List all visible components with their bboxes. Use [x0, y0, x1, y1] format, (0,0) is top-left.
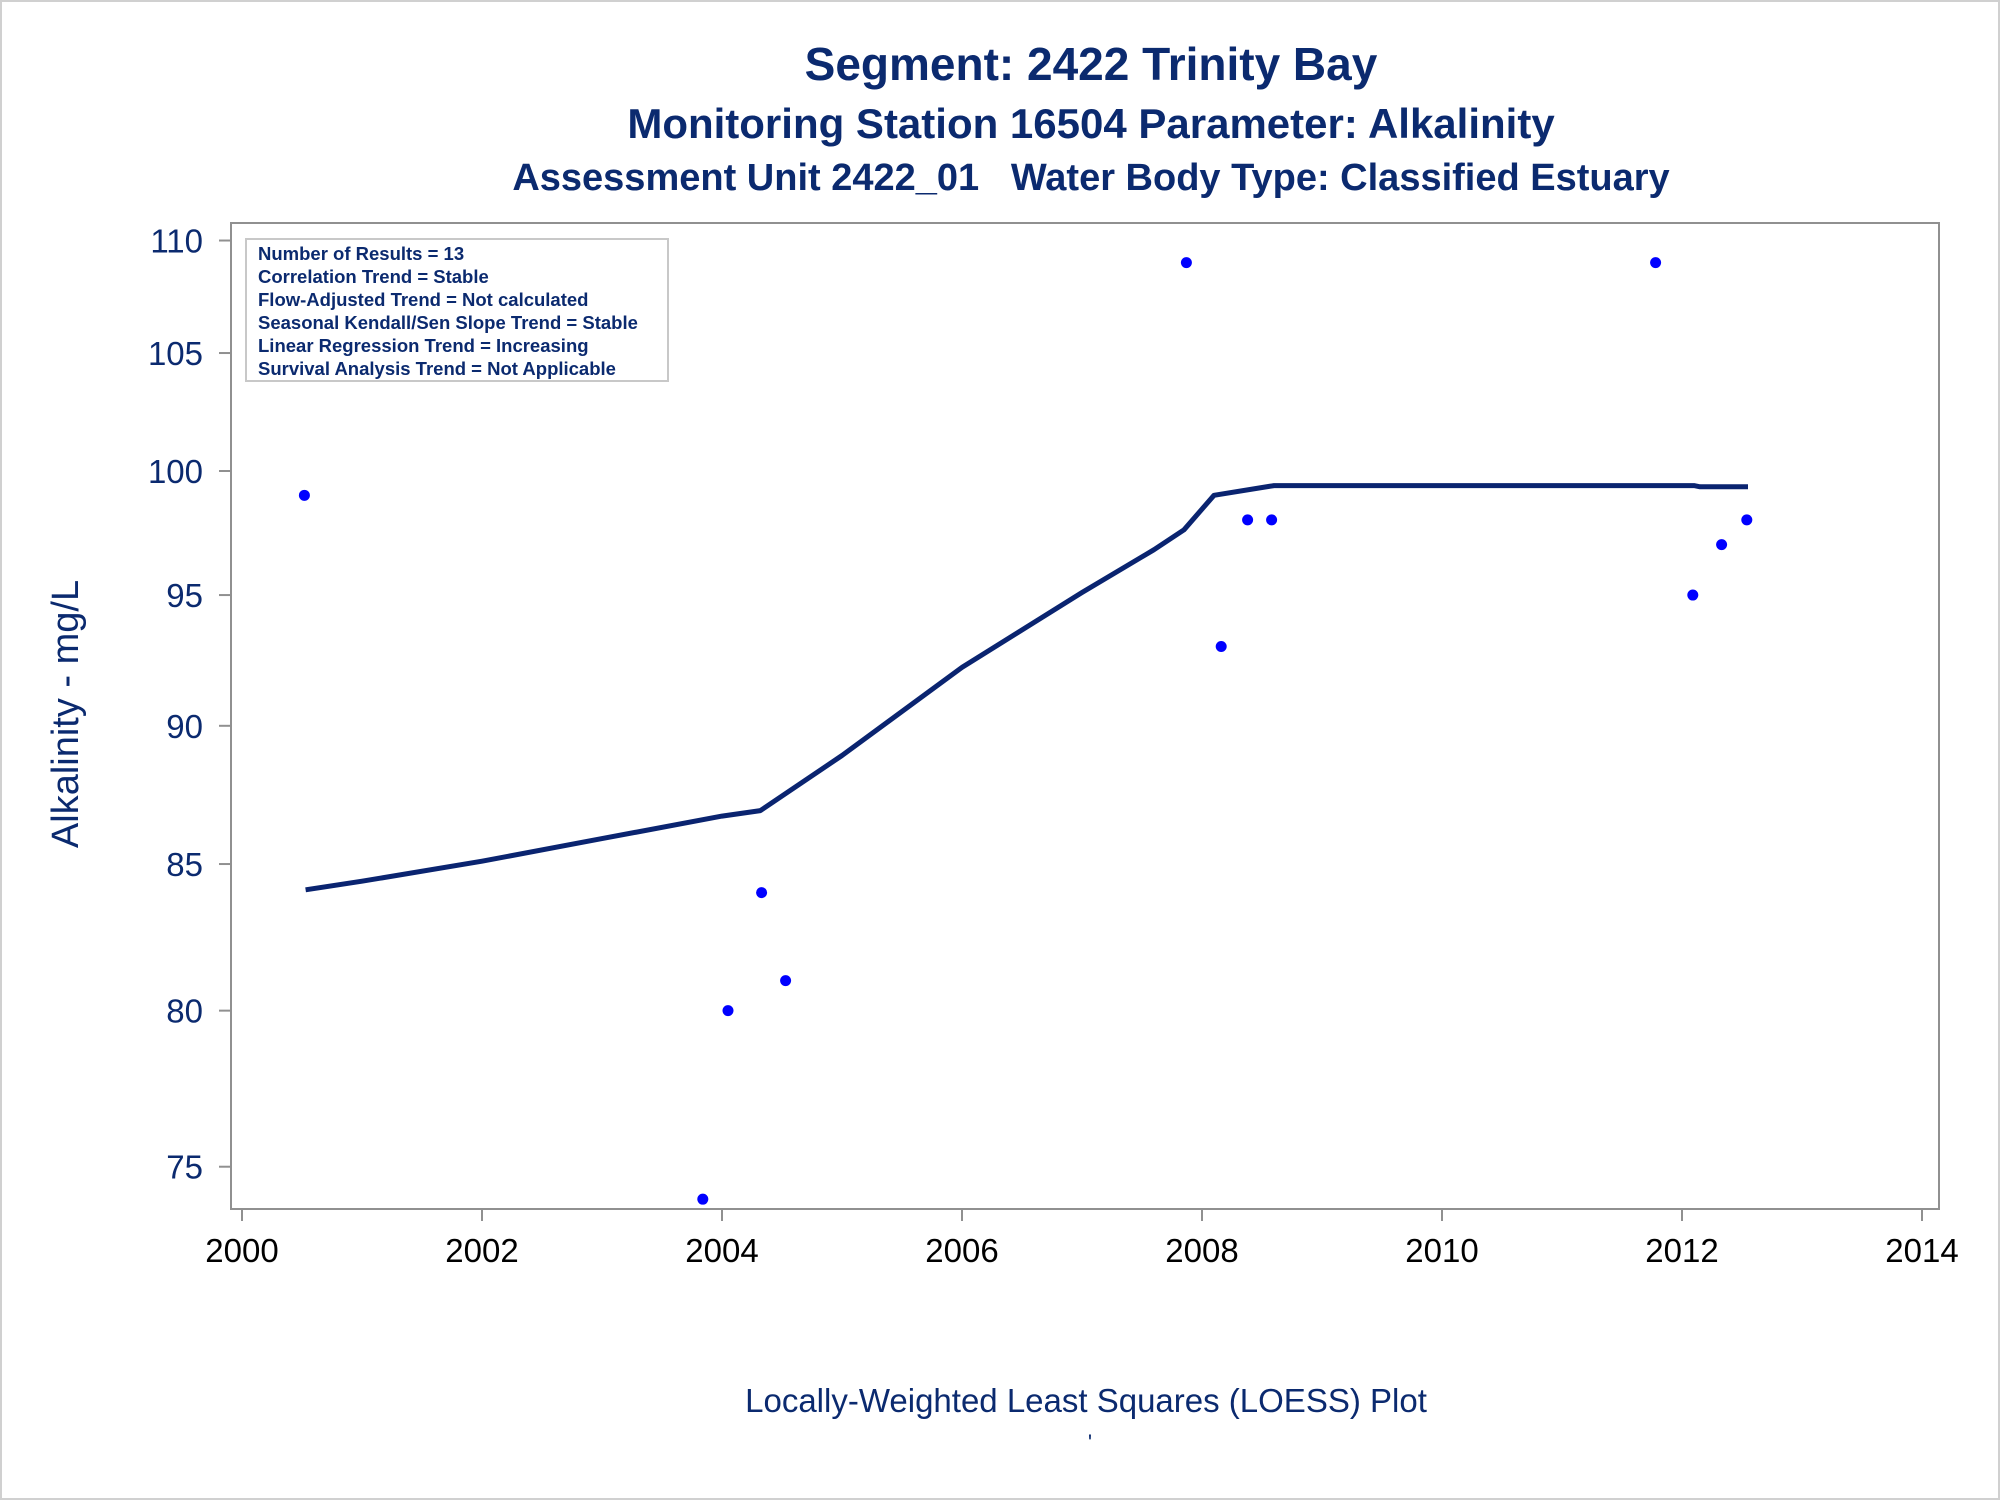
plot-area — [230, 222, 1940, 1210]
data-point — [756, 887, 768, 899]
stats-line: Linear Regression Trend = Increasing — [258, 335, 589, 356]
chart-subtitle: Monitoring Station 16504 Parameter: Alka… — [627, 100, 1555, 147]
stats-line: Survival Analysis Trend = Not Applicable — [258, 358, 616, 379]
data-point — [697, 1193, 709, 1205]
data-point — [1687, 589, 1699, 601]
chart-title: Segment: 2422 Trinity Bay — [805, 38, 1378, 90]
y-tick-label: 90 — [166, 708, 203, 745]
x-tick-label: 2012 — [1645, 1232, 1718, 1269]
y-tick-label: 95 — [166, 577, 203, 614]
data-point — [722, 1005, 734, 1017]
data-point — [1650, 257, 1662, 269]
y-tick-label: 85 — [166, 846, 203, 883]
data-point — [1215, 641, 1227, 653]
y-axis-label: Alkalinity - mg/L — [45, 580, 87, 848]
stats-line: Number of Results = 13 — [258, 243, 464, 264]
y-tick-label: 110 — [150, 223, 203, 260]
x-tick-label: 2006 — [925, 1232, 998, 1269]
chart-subtitle2: Assessment Unit 2422_01 Water Body Type:… — [512, 157, 1669, 199]
y-tick-label: 75 — [166, 1149, 203, 1186]
x-tick-label: 2014 — [1885, 1232, 1958, 1269]
loess-line — [305, 483, 1748, 893]
data-point — [298, 489, 310, 501]
x-tick-label: 2000 — [205, 1232, 278, 1269]
y-tick-label: 100 — [148, 453, 203, 490]
footnote-mark: ' — [1088, 1430, 1092, 1455]
stats-line: Correlation Trend = Stable — [258, 266, 489, 287]
y-tick-label: 105 — [148, 335, 203, 372]
stats-line: Seasonal Kendall/Sen Slope Trend = Stabl… — [258, 312, 638, 333]
stats-line: Flow-Adjusted Trend = Not calculated — [258, 289, 588, 310]
x-tick-label: 2002 — [445, 1232, 518, 1269]
footnote: Locally-Weighted Least Squares (LOESS) P… — [745, 1382, 1427, 1419]
x-tick-label: 2010 — [1405, 1232, 1478, 1269]
data-point — [1180, 257, 1192, 269]
y-tick-label: 80 — [166, 993, 203, 1030]
data-point — [780, 975, 792, 987]
data-point — [1242, 514, 1254, 526]
x-tick-label: 2008 — [1165, 1232, 1238, 1269]
data-point — [1266, 514, 1278, 526]
data-point — [1741, 514, 1753, 526]
x-tick-label: 2004 — [685, 1232, 758, 1269]
data-point — [1716, 539, 1728, 551]
